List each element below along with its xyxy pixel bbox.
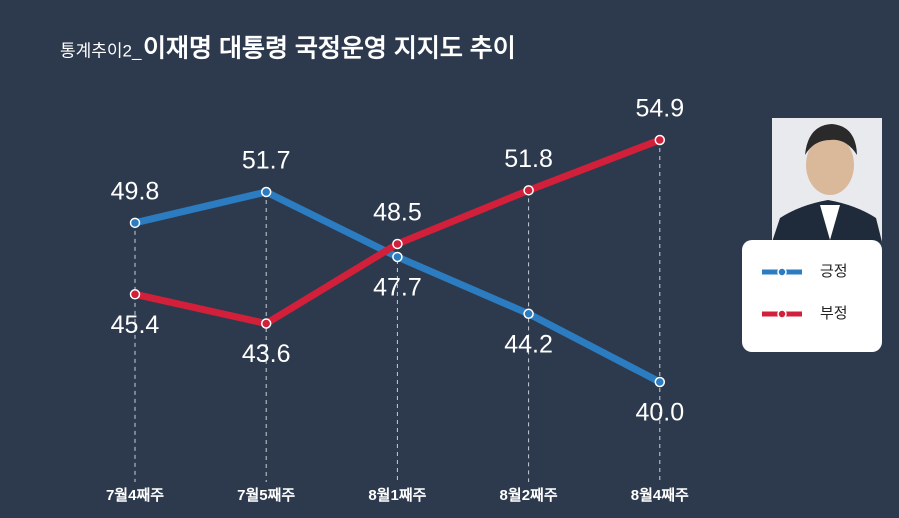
value-label: 54.9 bbox=[635, 95, 684, 123]
x-tick-label: 7월5째주 bbox=[237, 487, 295, 504]
point bbox=[654, 134, 666, 146]
point bbox=[392, 251, 403, 263]
x-tick-label: 8월4째주 bbox=[631, 487, 689, 504]
value-label: 49.8 bbox=[111, 177, 160, 205]
value-label: 51.7 bbox=[242, 147, 291, 175]
x-tick-label: 8월1째주 bbox=[368, 487, 426, 504]
value-label: 44.2 bbox=[504, 330, 553, 358]
legend-label: 긍정 bbox=[820, 263, 848, 280]
legend-label: 부정 bbox=[820, 305, 848, 322]
point bbox=[129, 289, 141, 300]
value-label: 45.4 bbox=[111, 311, 160, 339]
value-label: 51.8 bbox=[504, 145, 553, 173]
portrait bbox=[772, 118, 882, 242]
title-prefix: 통계추이2_ bbox=[60, 41, 142, 60]
value-label: 40.0 bbox=[635, 399, 684, 427]
legend-box bbox=[742, 240, 882, 352]
chart-title: 이재명 대통령 국정운영 지지도 추이 bbox=[143, 35, 516, 63]
point bbox=[260, 318, 272, 329]
portrait-face bbox=[806, 135, 854, 195]
point bbox=[523, 308, 534, 320]
value-label: 47.7 bbox=[373, 274, 422, 302]
portrait-hair bbox=[805, 124, 857, 155]
legend-dot bbox=[777, 267, 787, 277]
x-tick-label: 7월4째주 bbox=[106, 487, 164, 504]
point bbox=[392, 238, 403, 250]
point bbox=[654, 376, 666, 388]
point bbox=[523, 185, 534, 196]
portrait-shirt bbox=[820, 205, 840, 240]
x-tick-label: 8월2째주 bbox=[500, 487, 558, 504]
point bbox=[129, 217, 141, 229]
value-label: 48.5 bbox=[373, 199, 422, 227]
value-label: 43.6 bbox=[242, 340, 291, 368]
point bbox=[260, 186, 272, 198]
legend-dot bbox=[777, 309, 787, 319]
